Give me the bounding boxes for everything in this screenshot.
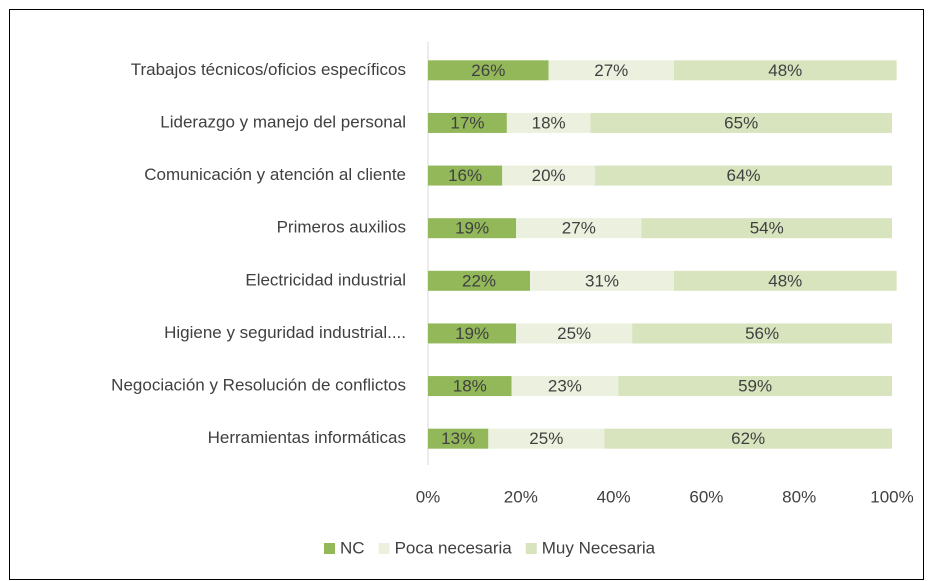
y-tick-label: Trabajos técnicos/oficios específicos bbox=[131, 60, 406, 79]
x-tick-label: 20% bbox=[504, 487, 538, 506]
y-tick-label: Herramientas informáticas bbox=[208, 428, 406, 447]
data-label: 56% bbox=[745, 324, 779, 343]
bar-segment bbox=[428, 60, 549, 81]
legend-label: Muy Necesaria bbox=[542, 538, 656, 557]
data-label: 27% bbox=[594, 61, 628, 80]
y-tick-label: Primeros auxilios bbox=[277, 218, 406, 237]
legend-swatch bbox=[378, 543, 390, 554]
bar-segment bbox=[428, 218, 517, 239]
x-tick-label: 80% bbox=[782, 487, 816, 506]
data-label: 65% bbox=[724, 113, 758, 132]
bar-segment bbox=[641, 218, 892, 239]
data-label: 27% bbox=[562, 219, 596, 238]
data-label: 16% bbox=[448, 166, 482, 185]
bar-segment bbox=[428, 270, 531, 291]
data-label: 59% bbox=[738, 377, 772, 396]
bar-segment bbox=[502, 165, 596, 186]
data-label: 25% bbox=[529, 429, 563, 448]
data-label: 17% bbox=[450, 113, 484, 132]
x-tick-label: 60% bbox=[689, 487, 723, 506]
x-tick-label: 100% bbox=[870, 487, 913, 506]
y-tick-label: Higiene y seguridad industrial.... bbox=[164, 323, 406, 342]
y-tick-label: Comunicación y atención al cliente bbox=[144, 165, 406, 184]
x-tick-label: 0% bbox=[416, 487, 441, 506]
data-label: 48% bbox=[768, 61, 802, 80]
data-label: 18% bbox=[453, 377, 487, 396]
bar-segment bbox=[673, 60, 897, 81]
data-label: 54% bbox=[750, 219, 784, 238]
legend-label: Poca necesaria bbox=[395, 538, 513, 557]
legend-label: NC bbox=[340, 538, 365, 557]
data-label: 13% bbox=[441, 429, 475, 448]
chart-frame bbox=[9, 9, 924, 580]
bar-segment bbox=[673, 270, 897, 291]
data-label: 23% bbox=[548, 377, 582, 396]
bar-segment bbox=[511, 376, 619, 397]
bar-segment bbox=[548, 60, 674, 81]
bar-segment bbox=[428, 428, 489, 449]
bar-segment bbox=[604, 428, 892, 449]
legend-swatch bbox=[324, 543, 335, 554]
bar-segment bbox=[590, 112, 892, 133]
bar-segment bbox=[618, 376, 892, 397]
bar-segment bbox=[516, 323, 633, 344]
bar-segment bbox=[428, 112, 507, 133]
bar-segment bbox=[595, 165, 892, 186]
x-tick-label: 40% bbox=[597, 487, 631, 506]
legend-swatch bbox=[525, 543, 537, 554]
bar-segment bbox=[516, 218, 642, 239]
bar-segment bbox=[530, 270, 674, 291]
bar-segment bbox=[506, 112, 591, 133]
data-label: 64% bbox=[727, 166, 761, 185]
y-tick-label: Electricidad industrial bbox=[245, 270, 406, 289]
data-label: 22% bbox=[462, 271, 496, 290]
data-label: 18% bbox=[532, 113, 566, 132]
data-label: 19% bbox=[455, 219, 489, 238]
data-label: 25% bbox=[557, 324, 591, 343]
data-label: 31% bbox=[585, 271, 619, 290]
data-label: 26% bbox=[471, 61, 505, 80]
data-label: 19% bbox=[455, 324, 489, 343]
y-tick-label: Liderazgo y manejo del personal bbox=[160, 112, 406, 131]
bar-segment bbox=[428, 165, 503, 186]
data-label: 62% bbox=[731, 429, 765, 448]
bar-segment bbox=[428, 376, 512, 397]
data-label: 48% bbox=[768, 271, 802, 290]
bar-segment bbox=[428, 323, 517, 344]
data-label: 20% bbox=[532, 166, 566, 185]
y-tick-label: Negociación y Resolución de conflictos bbox=[111, 376, 406, 395]
bar-segment bbox=[632, 323, 892, 344]
bar-segment bbox=[488, 428, 605, 449]
